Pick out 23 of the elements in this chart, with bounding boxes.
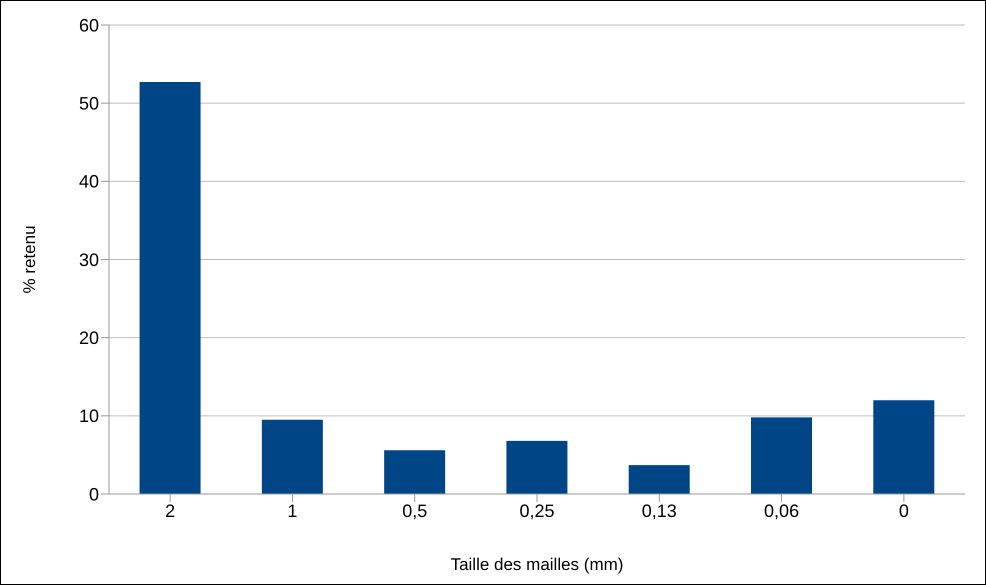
bar bbox=[506, 440, 568, 494]
y-tick-label: 60 bbox=[78, 15, 99, 36]
bar bbox=[628, 465, 690, 494]
x-tick-label: 0 bbox=[898, 500, 909, 521]
x-tick-label: 0,25 bbox=[519, 500, 555, 521]
bar bbox=[751, 417, 812, 494]
y-tick-label: 40 bbox=[78, 172, 99, 192]
x-tick-label: 2 bbox=[165, 500, 176, 521]
x-tick-label: 0,13 bbox=[642, 500, 677, 521]
x-axis-title: Taille des mailles (mm) bbox=[450, 555, 624, 574]
y-tick-label: 20 bbox=[78, 328, 99, 348]
y-tick-label: 30 bbox=[78, 250, 99, 270]
bar bbox=[384, 450, 446, 494]
y-axis-title: % retenu bbox=[20, 225, 40, 294]
y-tick-label: 10 bbox=[78, 406, 99, 426]
y-tick-label: 0 bbox=[88, 484, 99, 504]
x-tick-label: 1 bbox=[287, 500, 298, 521]
bar bbox=[873, 400, 934, 494]
bar bbox=[140, 82, 201, 494]
y-tick-label: 50 bbox=[78, 94, 99, 114]
x-tick-label: 0,06 bbox=[764, 500, 800, 521]
bar bbox=[262, 420, 323, 494]
x-tick-label: 0,5 bbox=[402, 500, 428, 521]
